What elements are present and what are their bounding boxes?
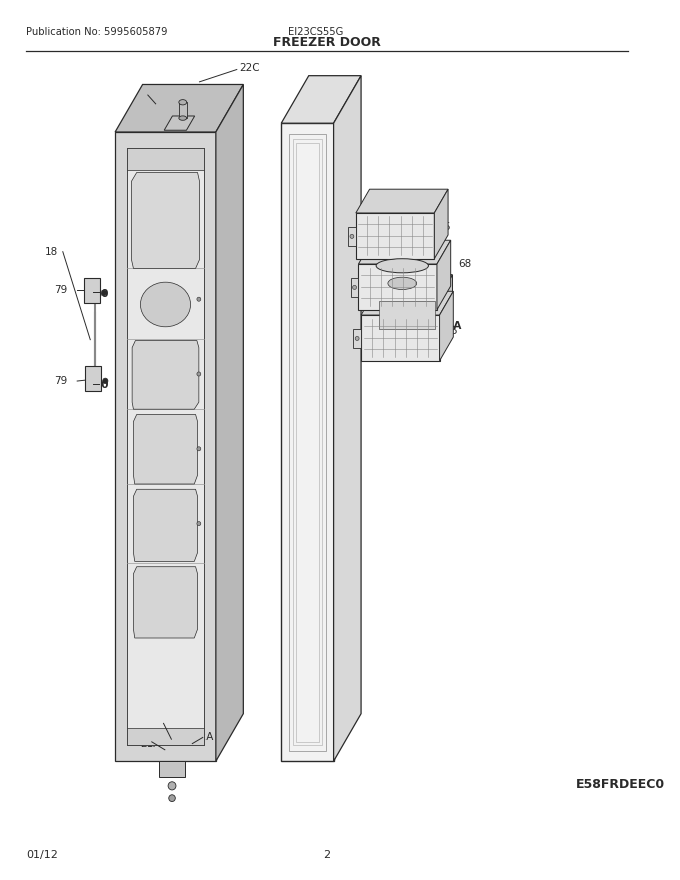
Circle shape [168,781,176,790]
Ellipse shape [179,116,187,121]
Text: 5: 5 [450,326,457,336]
Polygon shape [216,84,243,761]
Polygon shape [127,728,204,745]
Polygon shape [358,264,437,310]
Polygon shape [435,189,448,259]
Polygon shape [164,116,194,130]
Ellipse shape [388,277,417,290]
Polygon shape [361,291,454,315]
Polygon shape [85,366,101,391]
Text: 80: 80 [95,380,109,391]
Text: E58FRDEEC0: E58FRDEEC0 [576,779,665,791]
Circle shape [101,290,107,296]
Polygon shape [356,213,435,259]
Polygon shape [334,76,361,761]
Polygon shape [132,341,199,409]
Circle shape [197,372,201,376]
Polygon shape [348,227,356,246]
Circle shape [197,297,201,301]
Text: 4A: 4A [446,320,462,331]
Polygon shape [353,329,361,348]
Polygon shape [115,132,216,761]
Polygon shape [373,275,452,294]
Polygon shape [115,84,243,132]
Circle shape [352,285,356,290]
Text: 11: 11 [143,87,156,98]
Polygon shape [282,123,334,761]
Text: 79: 79 [54,376,67,386]
Polygon shape [133,414,198,484]
Polygon shape [159,761,185,777]
Polygon shape [127,148,204,745]
Text: 18: 18 [44,246,58,257]
Polygon shape [358,240,451,264]
Circle shape [350,234,354,238]
Polygon shape [133,567,198,638]
Circle shape [197,447,201,451]
Circle shape [103,378,108,384]
Polygon shape [376,266,428,301]
Text: 5: 5 [443,222,450,232]
Polygon shape [441,275,452,336]
Text: 01/12: 01/12 [26,850,58,861]
Polygon shape [361,315,439,361]
Text: 22C: 22C [239,62,259,73]
Polygon shape [84,278,100,303]
Polygon shape [439,291,454,361]
Polygon shape [133,489,198,561]
Text: 68: 68 [458,259,471,269]
Text: 80: 80 [95,289,109,299]
Polygon shape [127,148,204,170]
Polygon shape [356,189,448,213]
Polygon shape [179,102,187,118]
Circle shape [169,795,175,802]
Polygon shape [379,301,435,329]
Ellipse shape [376,259,428,273]
Circle shape [355,336,359,341]
Text: 79: 79 [54,284,67,295]
Text: 1: 1 [347,153,354,164]
Text: 21A: 21A [140,738,160,749]
Circle shape [197,522,201,525]
Text: 5: 5 [446,274,453,284]
Text: 13A: 13A [152,720,172,730]
Text: FREEZER DOOR: FREEZER DOOR [273,36,381,48]
Text: 2: 2 [324,850,330,861]
Text: EI23CS55G: EI23CS55G [288,26,343,37]
Ellipse shape [179,99,187,105]
Polygon shape [131,172,199,268]
Polygon shape [351,278,358,297]
Text: Publication No: 5995605879: Publication No: 5995605879 [26,26,168,37]
Polygon shape [282,76,361,123]
Polygon shape [437,240,451,310]
Ellipse shape [140,282,190,326]
Polygon shape [373,294,441,336]
Text: 22A: 22A [193,732,214,743]
